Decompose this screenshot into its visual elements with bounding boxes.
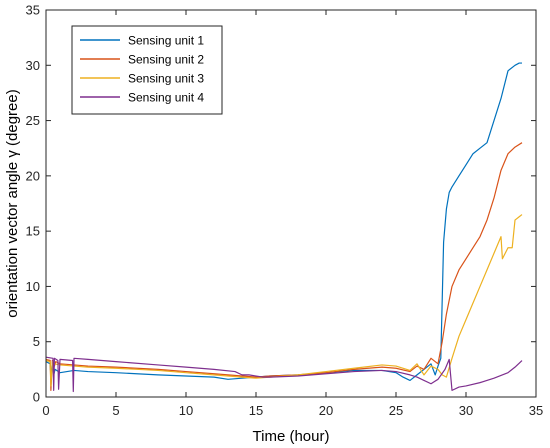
x-tick-label: 15 (249, 403, 263, 418)
x-tick-label: 0 (42, 403, 49, 418)
plot-frame (45, 9, 537, 398)
legend-label-4: Sensing unit 4 (128, 91, 204, 105)
x-tick-label: 5 (112, 403, 119, 418)
legend: Sensing unit 1 Sensing unit 2 Sensing unit… (71, 25, 223, 115)
x-tick-label: 20 (319, 403, 333, 418)
legend-label-1: Sensing unit 1 (128, 34, 204, 48)
series-line-4 (45, 356, 523, 393)
x-tick-label: 30 (459, 403, 473, 418)
y-tick-label: 0 (33, 390, 40, 405)
legend-label-2: Sensing unit 2 (128, 53, 204, 67)
x-axis-label: Time (hour) (253, 428, 330, 445)
x-tick-label: 10 (179, 403, 193, 418)
series-line-2 (45, 142, 523, 391)
y-tick-label: 25 (26, 113, 40, 128)
legend-label-3: Sensing unit 3 (128, 72, 204, 86)
y-tick-label: 20 (26, 168, 40, 183)
y-tick-label: 10 (26, 279, 40, 294)
x-tick-label: 25 (389, 403, 403, 418)
y-tick-label: 5 (33, 334, 40, 349)
series-line-3 (45, 214, 523, 387)
series-line-1 (45, 62, 522, 382)
y-tick-label: 35 (26, 3, 40, 18)
y-axis-label: orientation vector angle γ (degree) (4, 89, 21, 317)
y-tick-label: 15 (26, 224, 40, 239)
y-tick-label: 30 (26, 58, 40, 73)
y-axis: 0 5 10 15 20 25 30 35 (26, 3, 536, 405)
x-axis: 0 5 10 15 20 25 30 35 (42, 10, 543, 418)
x-tick-label: 35 (529, 403, 543, 418)
series-layer (45, 62, 523, 393)
